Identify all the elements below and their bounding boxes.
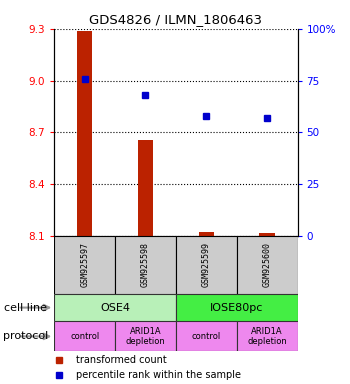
Bar <box>77 31 92 236</box>
Text: cell line: cell line <box>4 303 47 313</box>
Text: protocol: protocol <box>4 331 49 341</box>
Text: control: control <box>192 332 221 341</box>
Bar <box>237 236 298 294</box>
Bar <box>237 321 298 351</box>
Text: control: control <box>70 332 99 341</box>
Text: ARID1A
depletion: ARID1A depletion <box>126 327 165 346</box>
Bar <box>138 140 153 236</box>
Bar <box>176 236 237 294</box>
Text: IOSE80pc: IOSE80pc <box>210 303 263 313</box>
Text: GSM925597: GSM925597 <box>80 242 89 288</box>
Bar <box>54 236 115 294</box>
Bar <box>199 232 214 236</box>
Bar <box>115 321 176 351</box>
Bar <box>176 321 237 351</box>
Text: ARID1A
depletion: ARID1A depletion <box>247 327 287 346</box>
Text: GSM925599: GSM925599 <box>202 242 211 288</box>
Bar <box>54 321 115 351</box>
Bar <box>54 294 176 321</box>
Text: OSE4: OSE4 <box>100 303 130 313</box>
Bar <box>259 233 275 236</box>
Text: transformed count: transformed count <box>76 356 167 366</box>
Title: GDS4826 / ILMN_1806463: GDS4826 / ILMN_1806463 <box>89 13 262 26</box>
Bar <box>176 294 298 321</box>
Text: GSM925600: GSM925600 <box>262 242 272 288</box>
Bar <box>115 236 176 294</box>
Text: GSM925598: GSM925598 <box>141 242 150 288</box>
Text: percentile rank within the sample: percentile rank within the sample <box>76 370 241 380</box>
